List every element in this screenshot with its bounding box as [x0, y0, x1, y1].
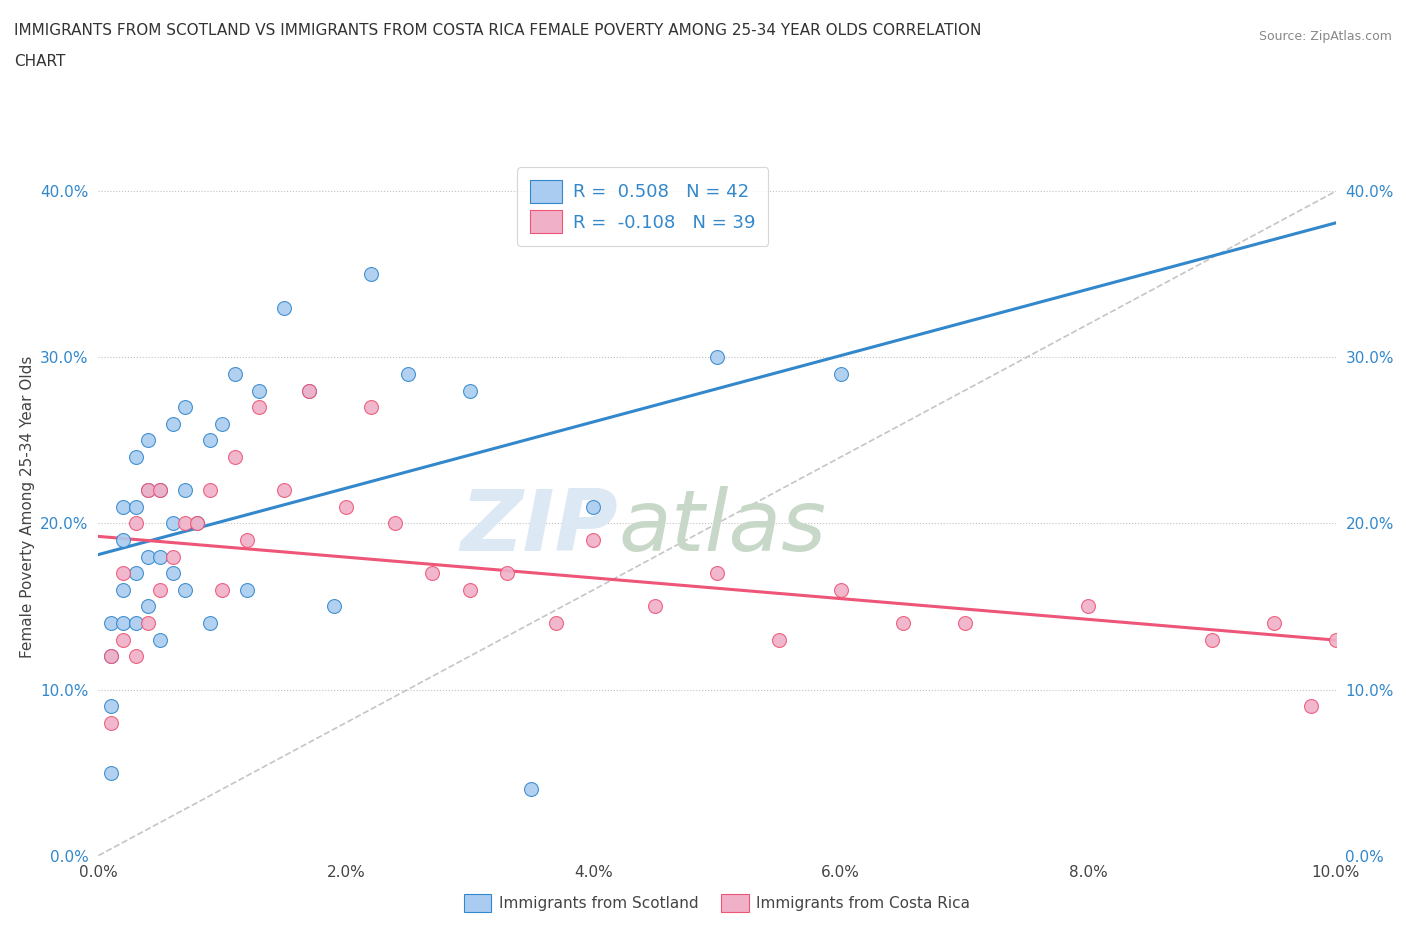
Point: [706, 350, 728, 365]
Point: [112, 616, 135, 631]
Text: ZIP: ZIP: [460, 486, 619, 569]
Point: [198, 616, 221, 631]
Point: [162, 550, 184, 565]
Point: [136, 483, 159, 498]
Point: [136, 599, 159, 614]
Point: [162, 565, 184, 580]
Point: [1263, 616, 1285, 631]
Point: [384, 516, 406, 531]
Point: [162, 417, 184, 432]
Text: atlas: atlas: [619, 486, 827, 569]
Point: [124, 449, 146, 464]
Point: [298, 383, 321, 398]
Point: [582, 499, 605, 514]
Point: [211, 417, 233, 432]
Point: [124, 516, 146, 531]
Text: Source: ZipAtlas.com: Source: ZipAtlas.com: [1258, 30, 1392, 43]
Point: [953, 616, 976, 631]
Point: [335, 499, 357, 514]
Point: [149, 582, 172, 597]
Point: [174, 582, 197, 597]
Point: [224, 366, 246, 381]
Point: [322, 599, 344, 614]
Point: [124, 499, 146, 514]
Point: [422, 565, 444, 580]
Point: [396, 366, 419, 381]
Point: [273, 483, 295, 498]
Point: [495, 565, 517, 580]
Point: [706, 565, 728, 580]
Point: [458, 582, 481, 597]
Point: [1077, 599, 1099, 614]
Y-axis label: Female Poverty Among 25-34 Year Olds: Female Poverty Among 25-34 Year Olds: [20, 355, 35, 658]
Point: [149, 483, 172, 498]
Point: [100, 649, 122, 664]
Point: [149, 550, 172, 565]
Point: [174, 516, 197, 531]
Point: [136, 616, 159, 631]
Point: [520, 782, 543, 797]
Text: IMMIGRANTS FROM SCOTLAND VS IMMIGRANTS FROM COSTA RICA FEMALE POVERTY AMONG 25-3: IMMIGRANTS FROM SCOTLAND VS IMMIGRANTS F…: [14, 23, 981, 38]
Point: [1299, 698, 1322, 713]
Point: [136, 433, 159, 448]
Point: [1201, 632, 1223, 647]
Point: [112, 632, 135, 647]
Point: [124, 616, 146, 631]
Point: [198, 433, 221, 448]
Point: [211, 582, 233, 597]
Point: [136, 550, 159, 565]
Point: [100, 616, 122, 631]
Point: [100, 715, 122, 730]
Point: [236, 533, 259, 548]
Point: [546, 616, 568, 631]
Point: [186, 516, 208, 531]
Text: CHART: CHART: [14, 54, 66, 69]
Point: [149, 483, 172, 498]
Point: [174, 483, 197, 498]
Point: [582, 533, 605, 548]
Point: [112, 582, 135, 597]
Point: [112, 565, 135, 580]
Point: [149, 632, 172, 647]
Point: [360, 267, 382, 282]
Point: [247, 400, 270, 415]
Legend: Immigrants from Scotland, Immigrants from Costa Rica: Immigrants from Scotland, Immigrants fro…: [457, 888, 977, 918]
Point: [100, 765, 122, 780]
Point: [100, 649, 122, 664]
Point: [360, 400, 382, 415]
Point: [644, 599, 666, 614]
Point: [112, 533, 135, 548]
Point: [174, 400, 197, 415]
Point: [830, 582, 852, 597]
Point: [830, 366, 852, 381]
Point: [1324, 632, 1347, 647]
Point: [768, 632, 790, 647]
Point: [124, 649, 146, 664]
Point: [891, 616, 914, 631]
Point: [298, 383, 321, 398]
Point: [458, 383, 481, 398]
Point: [236, 582, 259, 597]
Point: [186, 516, 208, 531]
Point: [247, 383, 270, 398]
Point: [224, 449, 246, 464]
Point: [100, 698, 122, 713]
Point: [162, 516, 184, 531]
Point: [136, 483, 159, 498]
Point: [198, 483, 221, 498]
Point: [273, 300, 295, 315]
Point: [112, 499, 135, 514]
Point: [124, 565, 146, 580]
